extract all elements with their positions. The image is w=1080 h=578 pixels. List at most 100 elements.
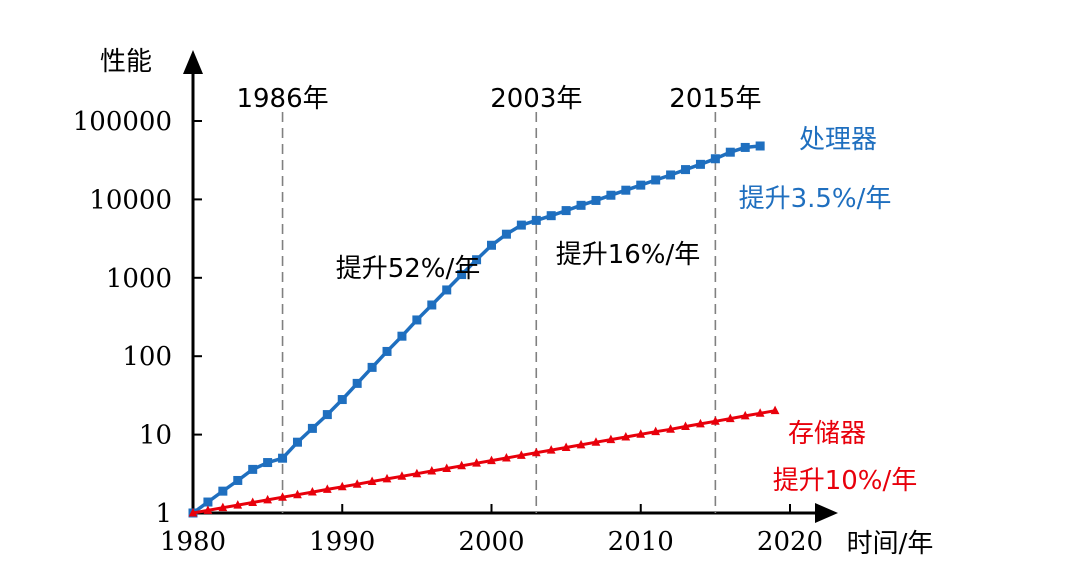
data-point-memory: [293, 489, 302, 499]
data-point-processor: [352, 378, 362, 388]
x-tick-label: 2020: [757, 527, 823, 557]
data-point-memory: [203, 505, 213, 514]
data-point-processor: [531, 215, 541, 225]
data-point-processor: [382, 346, 392, 356]
vline-label-1986: 1986年: [236, 84, 328, 114]
data-point-memory: [546, 445, 556, 454]
data-point-processor: [501, 229, 511, 239]
annotation-cpu-52: 提升52%/年: [336, 254, 481, 284]
data-point-memory: [725, 413, 735, 423]
data-point-processor: [666, 170, 676, 180]
data-point-processor: [307, 423, 317, 433]
x-axis-arrow: [815, 503, 838, 523]
data-point-memory: [576, 439, 586, 449]
data-point-memory: [606, 434, 616, 444]
data-point-processor: [755, 141, 765, 151]
annotation-cpu-3-5: 提升3.5%/年: [739, 184, 892, 214]
data-point-memory: [472, 458, 481, 467]
data-point-memory: [352, 479, 362, 488]
data-point-memory: [755, 408, 765, 417]
data-point-memory: [636, 429, 646, 438]
data-point-memory: [516, 450, 526, 459]
y-tick-label: 10000: [89, 185, 172, 215]
data-point-memory: [502, 452, 511, 462]
data-point-memory: [322, 484, 332, 493]
y-ticks: 1 10 100 1000 10000 100000: [73, 107, 202, 529]
series-group: [188, 141, 780, 518]
y-axis-arrow: [183, 50, 203, 74]
data-point-processor: [248, 464, 258, 474]
data-point-memory: [397, 471, 407, 480]
data-point-memory: [367, 476, 377, 486]
data-point-processor: [203, 497, 213, 507]
data-point-memory: [621, 431, 631, 441]
data-point-processor: [263, 458, 273, 468]
data-point-memory: [442, 463, 452, 472]
data-point-processor: [606, 190, 616, 200]
x-tick-label: 2010: [608, 527, 674, 557]
data-point-processor: [337, 395, 347, 405]
data-point-memory: [263, 494, 272, 504]
data-point-memory: [278, 492, 287, 501]
data-point-memory: [382, 473, 392, 483]
data-point-processor: [442, 285, 452, 295]
data-point-memory: [561, 442, 571, 451]
data-point-processor: [621, 185, 631, 195]
data-point-memory: [681, 421, 690, 430]
data-point-processor: [218, 486, 228, 496]
data-point-processor: [397, 331, 407, 341]
data-point-processor: [725, 147, 735, 157]
data-point-memory: [412, 468, 422, 478]
y-axis-label: 性能: [100, 47, 152, 77]
data-point-memory: [308, 487, 317, 496]
x-tick-label: 2000: [458, 527, 524, 557]
data-point-memory: [591, 437, 601, 446]
x-tick-label: 1980: [160, 527, 226, 557]
data-point-memory: [531, 447, 541, 457]
data-point-memory: [233, 500, 243, 509]
data-point-memory: [770, 405, 780, 415]
data-point-processor: [710, 154, 720, 164]
x-axis-label: 时间/年: [847, 529, 934, 559]
y-tick-label: 100000: [73, 107, 172, 137]
data-point-memory: [188, 508, 198, 517]
data-point-processor: [427, 300, 437, 310]
data-point-processor: [516, 220, 526, 230]
data-point-memory: [696, 418, 705, 428]
data-point-processor: [576, 200, 586, 210]
data-point-processor: [681, 165, 691, 175]
data-point-processor: [472, 255, 482, 265]
data-point-processor: [651, 175, 661, 185]
vline-label-2003: 2003年: [490, 84, 582, 114]
data-point-processor: [457, 270, 467, 280]
data-point-processor: [636, 180, 646, 190]
legend-memory: 存储器: [788, 419, 866, 449]
data-point-processor: [322, 410, 332, 420]
vline-label-2015: 2015年: [669, 84, 761, 114]
y-tick-label: 1000: [106, 264, 172, 294]
data-point-processor: [487, 240, 496, 250]
legend-processor: 处理器: [799, 125, 877, 155]
y-tick-label: 1: [155, 499, 172, 529]
data-point-processor: [740, 142, 750, 152]
annotation-mem-10: 提升10%/年: [773, 466, 918, 496]
y-tick-label: 10: [139, 421, 172, 451]
data-point-processor: [367, 362, 377, 372]
annotation-cpu-16: 提升16%/年: [556, 240, 701, 270]
data-point-memory: [337, 481, 347, 491]
data-point-memory: [427, 466, 437, 475]
data-point-memory: [248, 497, 258, 507]
data-point-memory: [740, 410, 750, 420]
data-point-processor: [412, 315, 422, 325]
data-point-memory: [651, 426, 661, 436]
data-point-processor: [278, 453, 288, 463]
data-point-processor: [561, 206, 571, 216]
series-line-memory: [192, 409, 776, 515]
data-point-memory: [218, 502, 228, 512]
data-point-memory: [711, 416, 720, 425]
data-point-memory: [487, 455, 496, 465]
x-ticks: 1980 1990 2000 2010 2020: [160, 504, 823, 557]
reference-lines: 1986年 2003年 2015年: [236, 84, 761, 513]
data-point-processor: [695, 159, 705, 169]
